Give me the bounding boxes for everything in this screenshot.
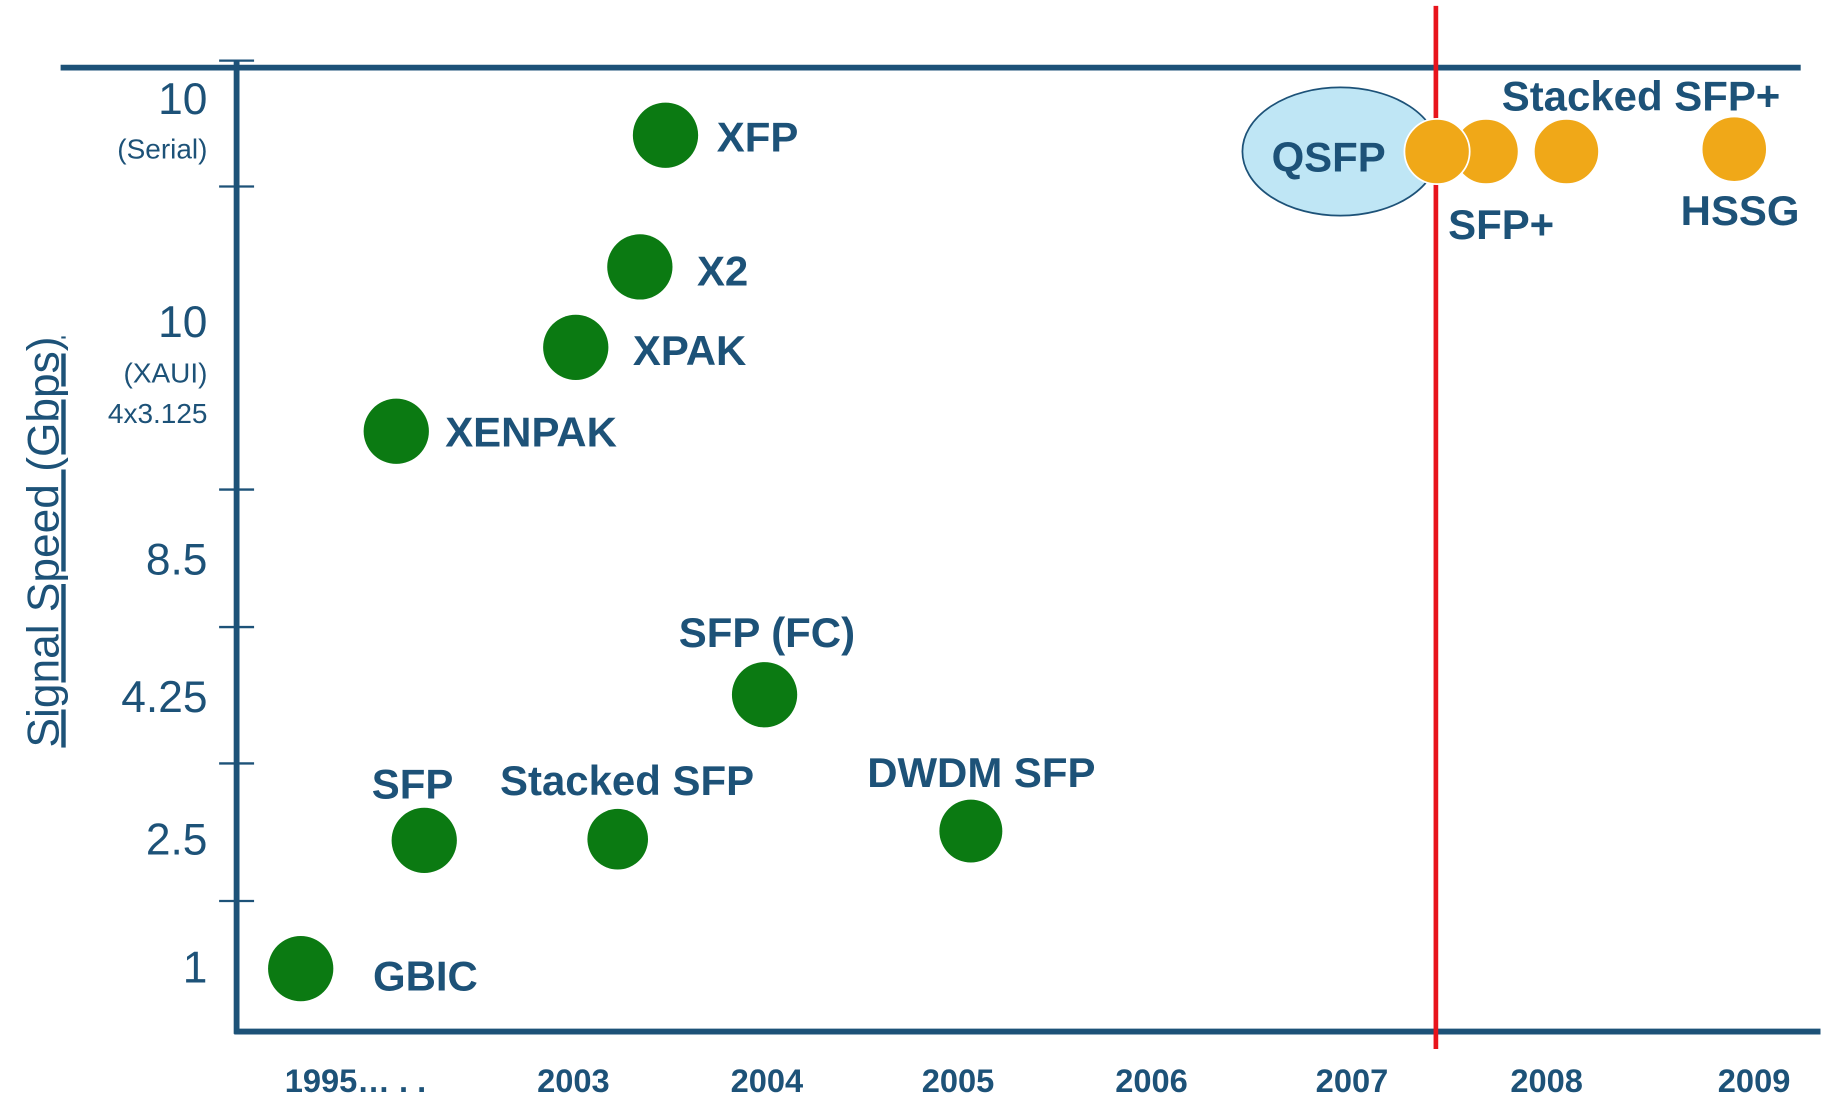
y-label: (Serial): [117, 134, 207, 165]
node-dot: [939, 799, 1003, 863]
y-label: 10: [158, 298, 207, 347]
y-label: 2.5: [146, 815, 208, 864]
node-label: SFP: [372, 760, 454, 807]
node-dot: [391, 807, 457, 874]
node-dot: [268, 935, 334, 1002]
node-label: SFP+: [1448, 201, 1554, 248]
node-label: XPAK: [633, 327, 746, 374]
node-dot: [587, 808, 649, 870]
y-label: 10: [158, 75, 207, 124]
node-label: GBIC: [373, 953, 478, 1000]
node-dot: [607, 234, 673, 300]
node-dot: [1532, 118, 1600, 186]
x-label: 2003: [537, 1062, 610, 1098]
y-label: 8.5: [146, 536, 208, 585]
y-axis-title: Signal Speed (Gbps): [19, 336, 68, 747]
node-dot: [363, 398, 429, 464]
x-label: 2009: [1718, 1062, 1791, 1098]
node-dot: [632, 102, 699, 168]
x-label: 2005: [922, 1062, 995, 1098]
node-dot: [731, 662, 798, 728]
x-label: 2008: [1510, 1062, 1583, 1098]
x-label: 2004: [731, 1062, 804, 1098]
y-label: 4x3.125: [108, 398, 208, 429]
node-label: XENPAK: [445, 408, 617, 455]
node-dot: [1700, 115, 1768, 183]
y-label: 1: [183, 944, 208, 993]
node-label: Stacked SFP: [500, 757, 754, 804]
node-label: Stacked SFP+: [1502, 73, 1781, 120]
y-label: 4.25: [121, 673, 207, 722]
x-label: 1995… . .: [285, 1062, 426, 1098]
node-label: QSFP: [1272, 133, 1386, 180]
x-label: 2006: [1115, 1062, 1188, 1098]
x-label: 2007: [1316, 1062, 1389, 1098]
node-label: SFP (FC): [679, 609, 855, 656]
y-ticks: [219, 59, 255, 903]
node-label: DWDM SFP: [867, 749, 1095, 796]
y-label: (XAUI): [124, 357, 208, 388]
node-label: HSSG: [1681, 187, 1800, 234]
node-dot: [543, 314, 609, 380]
node-dot: [1403, 118, 1471, 186]
node-label: X2: [697, 248, 748, 295]
node-label: XFP: [717, 114, 799, 161]
